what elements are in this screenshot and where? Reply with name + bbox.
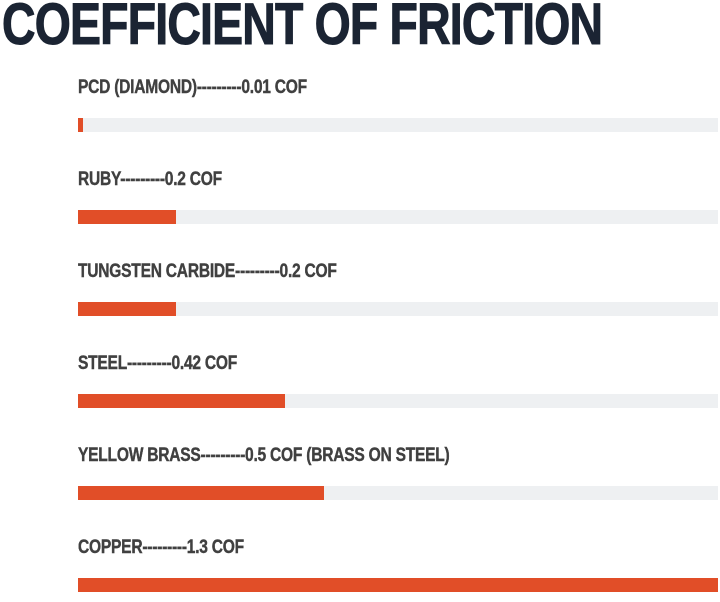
bar-fill	[78, 210, 177, 224]
bar-track	[78, 302, 718, 316]
chart-row: STEEL---------0.42 COF	[78, 353, 718, 408]
chart-title: COEFFICIENT OF FRICTION	[2, 0, 604, 57]
bar-fill	[78, 118, 83, 132]
bar-label: PCD (DIAMOND)---------0.01 COF	[78, 77, 307, 98]
chart-rows: PCD (DIAMOND)---------0.01 COF RUBY-----…	[78, 77, 718, 592]
bar-track	[78, 118, 718, 132]
bar-track	[78, 486, 718, 500]
chart-row: COPPER---------1.3 COF	[78, 537, 718, 592]
chart-row: RUBY---------0.2 COF	[78, 169, 718, 224]
bar-fill	[78, 486, 325, 500]
bar-track	[78, 210, 718, 224]
chart-row: TUNGSTEN CARBIDE---------0.2 COF	[78, 261, 718, 316]
bar-track	[78, 394, 718, 408]
bar-fill	[78, 394, 285, 408]
bar-label: COPPER---------1.3 COF	[78, 537, 245, 558]
bar-label: TUNGSTEN CARBIDE---------0.2 COF	[78, 261, 337, 282]
chart-row: PCD (DIAMOND)---------0.01 COF	[78, 77, 718, 132]
bar-label: STEEL---------0.42 COF	[78, 353, 238, 374]
bar-label: RUBY---------0.2 COF	[78, 169, 223, 190]
bar-label: YELLOW BRASS---------0.5 COF (BRASS ON S…	[78, 445, 450, 466]
bar-fill	[78, 578, 718, 592]
bar-fill	[78, 302, 177, 316]
chart-row: YELLOW BRASS---------0.5 COF (BRASS ON S…	[78, 445, 718, 500]
bar-track	[78, 578, 718, 592]
